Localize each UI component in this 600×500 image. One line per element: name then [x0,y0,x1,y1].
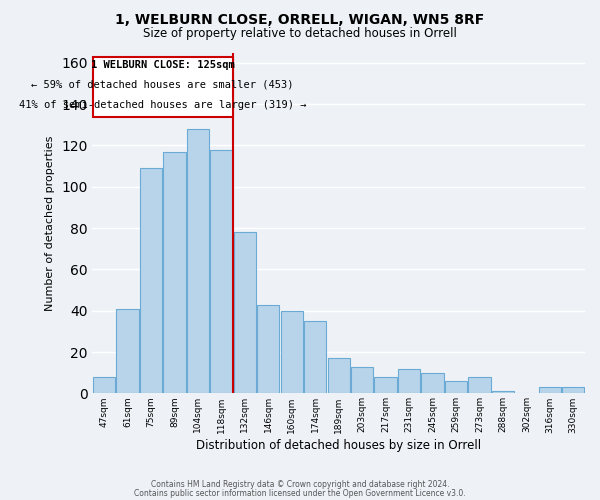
Bar [492,392,514,394]
Bar [445,381,467,394]
Y-axis label: Number of detached properties: Number of detached properties [46,136,55,310]
Bar [281,311,303,394]
Bar [257,304,280,394]
Text: ← 59% of detached houses are smaller (453): ← 59% of detached houses are smaller (45… [31,80,294,90]
Bar [163,152,185,394]
Text: Contains public sector information licensed under the Open Government Licence v3: Contains public sector information licen… [134,488,466,498]
Bar [328,358,350,394]
Bar [210,150,233,394]
Bar [539,387,561,394]
Bar [421,372,443,394]
Bar [187,129,209,394]
Bar [468,377,491,394]
Bar [304,321,326,394]
Bar [116,308,139,394]
Text: Size of property relative to detached houses in Orrell: Size of property relative to detached ho… [143,28,457,40]
Bar [140,168,162,394]
Text: Contains HM Land Registry data © Crown copyright and database right 2024.: Contains HM Land Registry data © Crown c… [151,480,449,489]
FancyBboxPatch shape [93,56,233,116]
X-axis label: Distribution of detached houses by size in Orrell: Distribution of detached houses by size … [196,440,481,452]
Bar [374,377,397,394]
Bar [398,368,420,394]
Bar [562,387,584,394]
Bar [233,232,256,394]
Bar [351,366,373,394]
Text: 1 WELBURN CLOSE: 125sqm: 1 WELBURN CLOSE: 125sqm [91,60,235,70]
Text: 41% of semi-detached houses are larger (319) →: 41% of semi-detached houses are larger (… [19,100,307,110]
Bar [93,377,115,394]
Text: 1, WELBURN CLOSE, ORRELL, WIGAN, WN5 8RF: 1, WELBURN CLOSE, ORRELL, WIGAN, WN5 8RF [115,12,485,26]
